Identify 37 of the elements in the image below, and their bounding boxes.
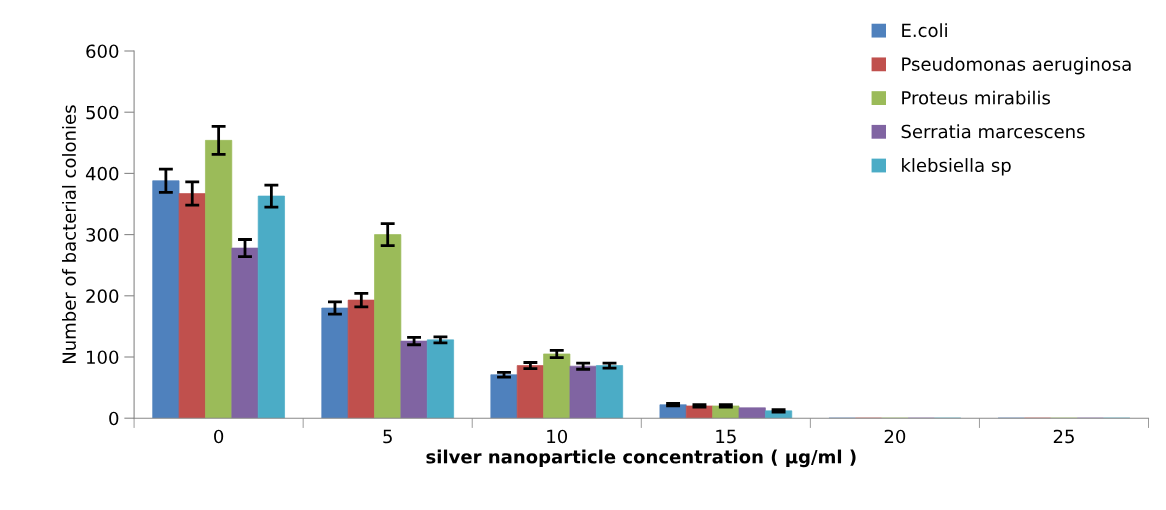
y-tick-label: 0 (109, 411, 119, 426)
legend-label: Serratia marcescens (901, 124, 1085, 139)
y-tick-label: 200 (86, 289, 119, 303)
legend-label: Proteus mirabilis (902, 90, 1050, 105)
x-tick-label: 20 (884, 429, 906, 444)
x-axis-title: silver nanoparticle concentration ( µg/ml ) (426, 449, 856, 468)
y-tick-label: 300 (86, 228, 119, 242)
x-tick-label: 0 (214, 429, 224, 444)
y-tick-label: 600 (86, 44, 119, 59)
bar (595, 365, 624, 419)
legend-label: Pseudomonas aeruginosa (902, 56, 1131, 75)
bar (205, 140, 233, 419)
bar (543, 353, 571, 419)
bar (257, 195, 285, 419)
bar (490, 374, 518, 419)
bar (152, 180, 180, 419)
bar (738, 407, 766, 419)
bar (374, 234, 402, 419)
x-tick-label: 15 (716, 429, 736, 444)
y-axis-title: Number of bacterial colonies (62, 105, 76, 363)
legend-label: klebsiella sp (902, 158, 1011, 176)
bar (347, 299, 375, 419)
x-tick-label: 25 (1053, 429, 1074, 444)
bar (321, 307, 349, 419)
y-tick-label: 500 (86, 105, 119, 120)
bar (516, 365, 544, 419)
bar (231, 247, 259, 419)
bar (569, 365, 597, 419)
bar (178, 193, 206, 419)
x-tick-label: 10 (547, 429, 568, 444)
bar (400, 340, 428, 419)
legend-label: E.coli (902, 23, 947, 38)
y-tick-label: 400 (85, 166, 119, 181)
x-tick-label: 5 (383, 429, 392, 444)
y-tick-label: 100 (87, 350, 119, 365)
bar (426, 339, 454, 419)
bar (659, 404, 687, 419)
